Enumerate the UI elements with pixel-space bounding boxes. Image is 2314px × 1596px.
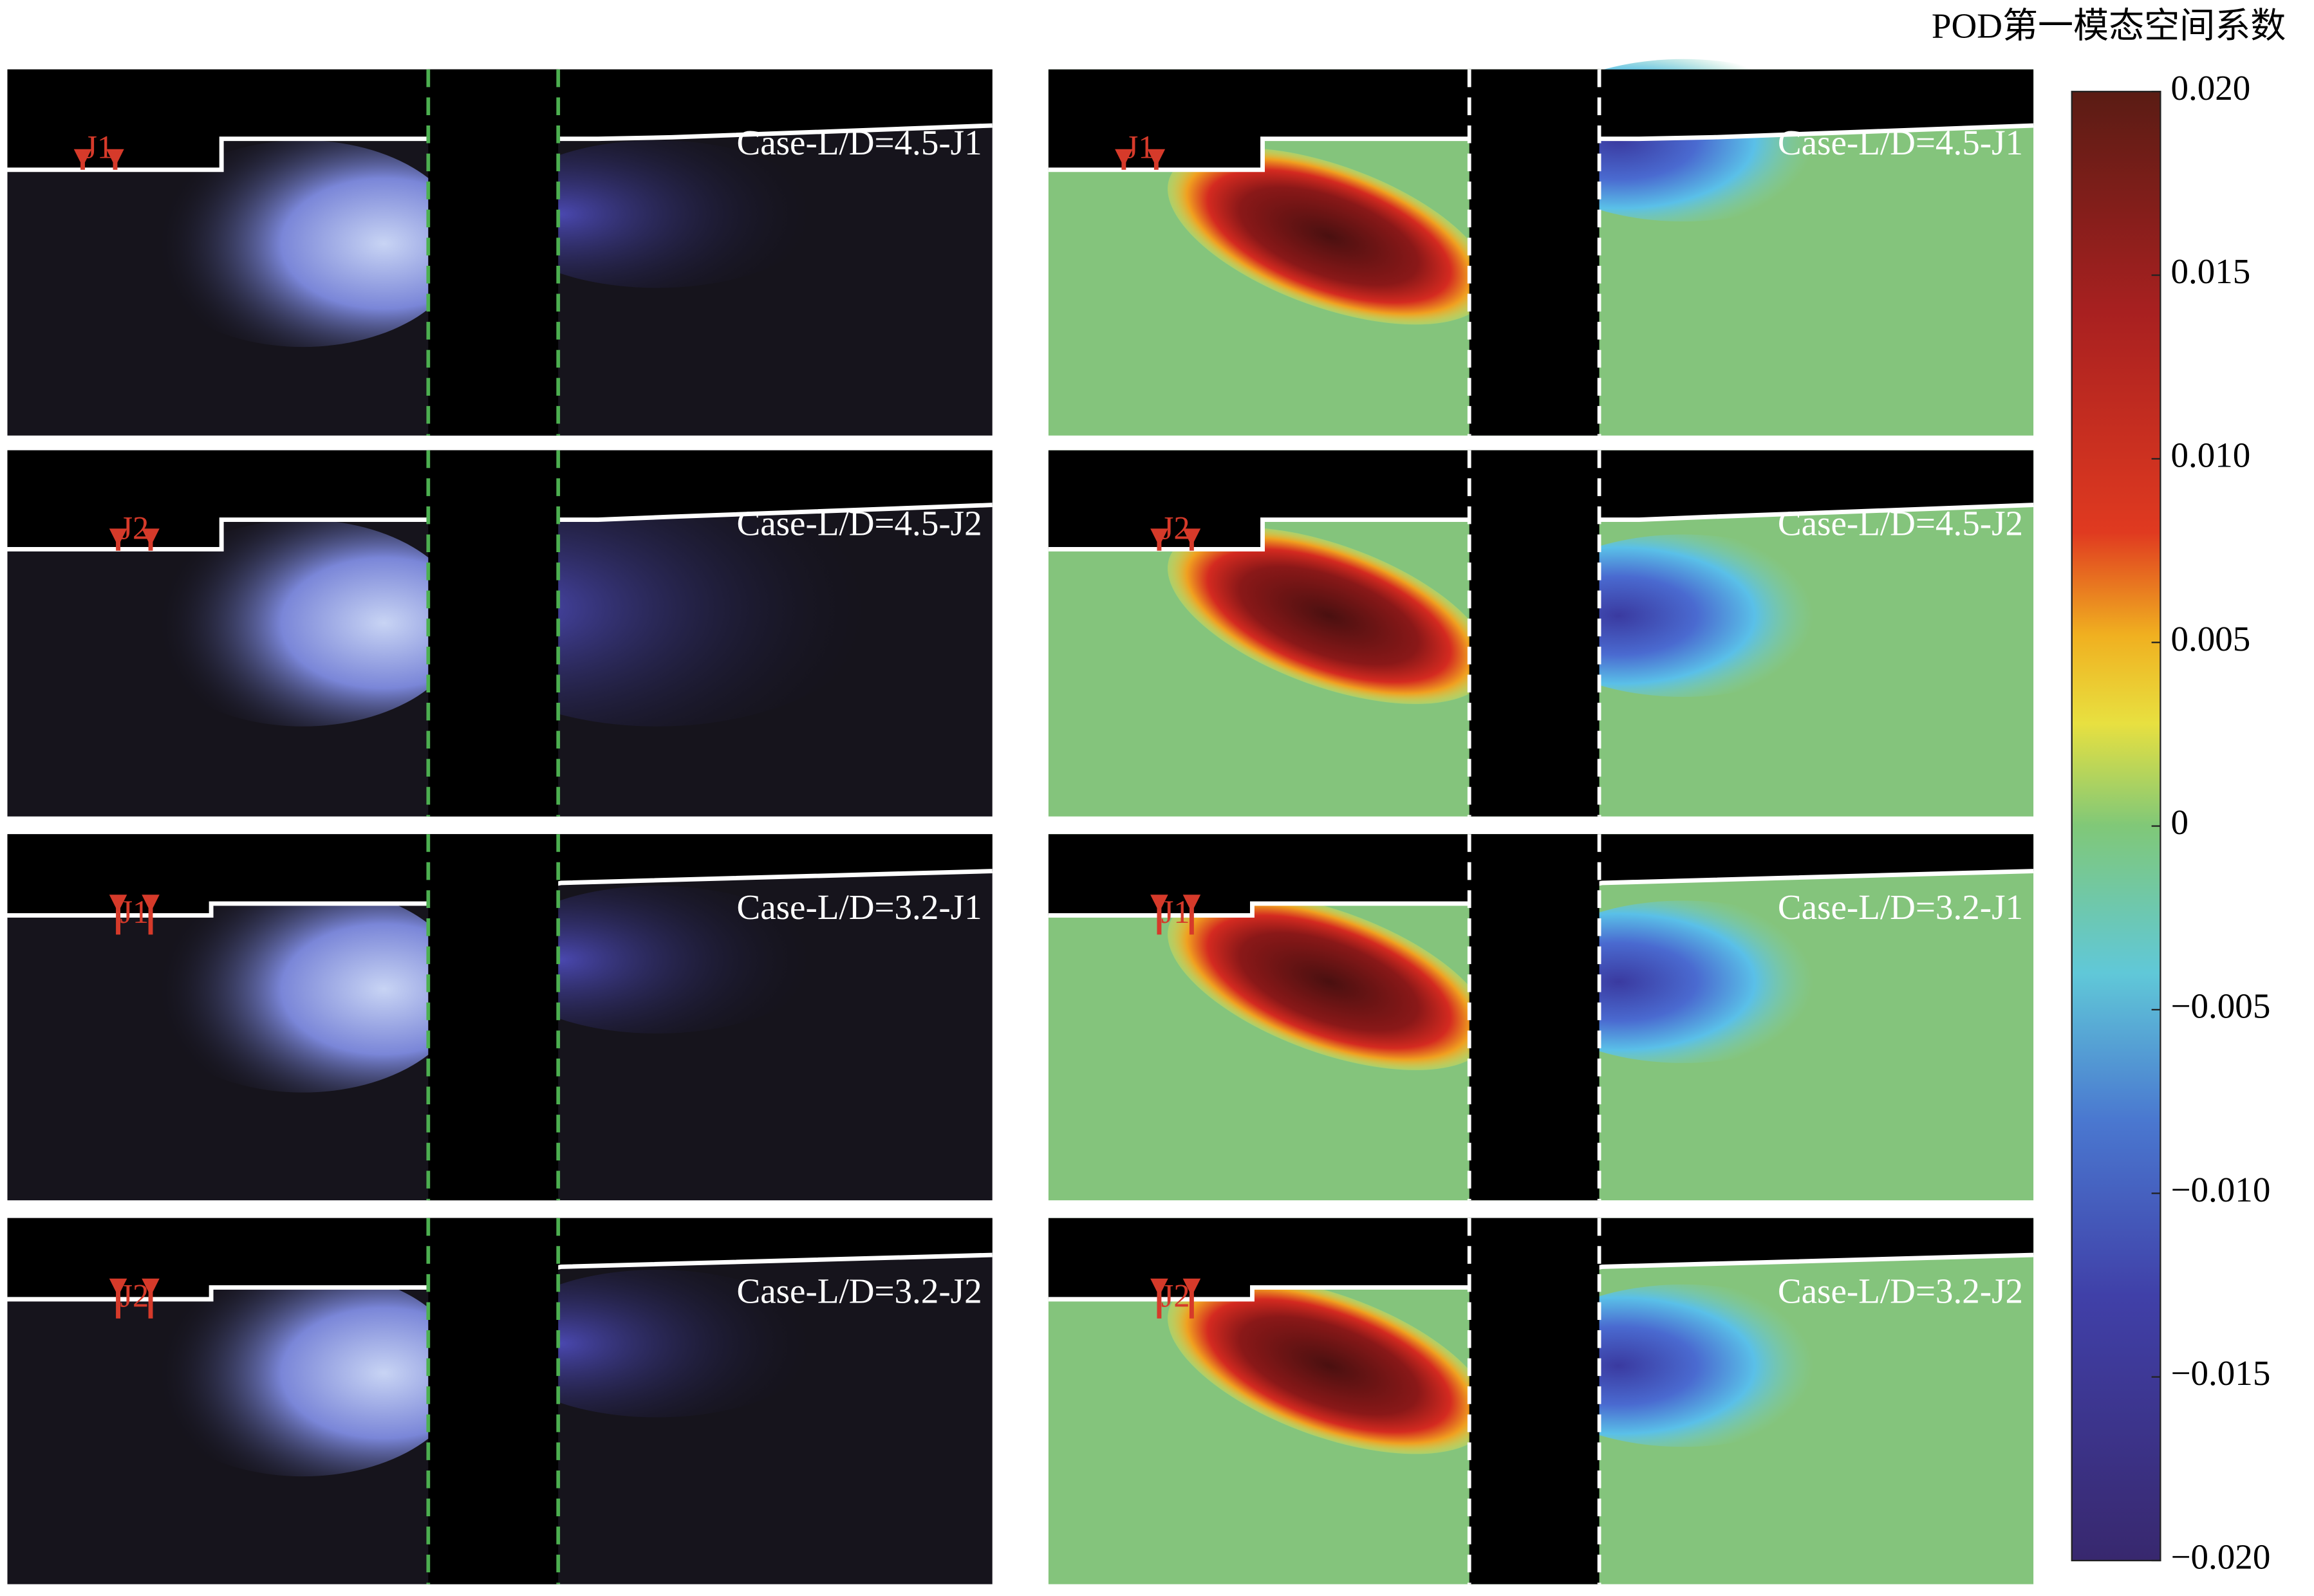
jet-label: J2: [120, 510, 149, 546]
plume: [494, 886, 820, 1034]
colorbar-tick-label: 0: [2170, 803, 2188, 842]
colorbar-tick-label: 0.010: [2170, 436, 2250, 475]
jet-arrow-head: [1115, 149, 1133, 167]
jet-arrow-head: [142, 528, 160, 546]
mode-positive: [1168, 147, 1491, 325]
colorbar-tick-label: 0.015: [2170, 252, 2250, 291]
wall-edge: [1048, 123, 2034, 172]
colorbar-tick-label: −0.020: [2170, 1537, 2270, 1577]
jet-arrow-head: [109, 895, 127, 913]
jet-arrow-head: [1182, 528, 1201, 546]
wall-edge: [1048, 869, 2034, 918]
case-label: Case-L/D=3.2-J2: [737, 1272, 982, 1311]
wall-edge: [1048, 1252, 2034, 1302]
jet-arrow-head: [1150, 1278, 1168, 1297]
cavity: [1469, 450, 1600, 817]
mode-positive: [1168, 893, 1491, 1070]
panel: Case-L/D=4.5-J2 J2: [1048, 450, 2034, 817]
jet-arrow-head: [142, 1278, 160, 1297]
mode-positive: [1168, 527, 1491, 704]
jet-label: J1: [120, 894, 149, 930]
plume: [140, 886, 465, 1093]
wall-edge: [7, 123, 993, 172]
cavity: [1469, 69, 1600, 436]
case-label: Case-L/D=4.5-J1: [737, 123, 982, 162]
case-label: Case-L/D=4.5-J2: [737, 504, 982, 543]
wall-edge: [7, 869, 993, 918]
jet-arrow-head: [142, 895, 160, 913]
jet-label: J1: [1126, 129, 1155, 165]
case-label: Case-L/D=4.5-J1: [1778, 123, 2023, 162]
colorbar-tick-label: −0.010: [2170, 1170, 2270, 1209]
panel: Case-L/D=3.2-J1 J1: [7, 834, 993, 1201]
jet-label: J2: [120, 1277, 149, 1313]
colorbar-tick-label: −0.005: [2170, 987, 2270, 1026]
jet-label: J2: [1161, 1277, 1190, 1313]
wall-edge: [1048, 503, 2034, 552]
mode-positive: [1168, 1277, 1491, 1454]
jet-arrow-head: [73, 149, 92, 167]
colorbar-tick-label: −0.015: [2170, 1353, 2270, 1393]
wall-edge: [7, 1252, 993, 1302]
wall-edge: [7, 503, 993, 552]
colorbar-title: POD第一模态空间系数: [1932, 6, 2286, 46]
jet-label: J1: [1161, 894, 1190, 930]
colorbar-tick-label: 0.005: [2170, 619, 2250, 658]
panel: Case-L/D=4.5-J2 J2: [7, 450, 993, 817]
mode-negative: [1521, 534, 1846, 697]
jet-arrow-head: [1150, 895, 1168, 913]
plume: [140, 519, 465, 727]
colorbar: [2071, 91, 2161, 1562]
plume: [494, 140, 820, 288]
jet-arrow-head: [1147, 149, 1166, 167]
plume: [140, 140, 465, 348]
mode-negative: [1521, 1284, 1846, 1447]
jet-label: J1: [84, 129, 113, 165]
panel: Case-L/D=3.2-J2 J2: [7, 1218, 993, 1584]
cavity: [428, 1218, 559, 1584]
cavity: [428, 69, 559, 436]
jet-arrow-head: [1182, 1278, 1201, 1297]
case-label: Case-L/D=3.2-J1: [1778, 887, 2023, 927]
cavity: [428, 834, 559, 1201]
plume: [140, 1269, 465, 1477]
panel: Case-L/D=4.5-J1 J1: [7, 69, 993, 436]
cavity: [428, 450, 559, 817]
case-label: Case-L/D=3.2-J2: [1778, 1272, 2023, 1311]
jet-arrow-head: [106, 149, 124, 167]
plume: [494, 1269, 820, 1418]
colorbar-tick-label: 0.020: [2170, 68, 2250, 107]
jet-arrow-head: [109, 1278, 127, 1297]
cavity: [1469, 834, 1600, 1201]
jet-arrow-head: [1150, 528, 1168, 546]
panel: Case-L/D=4.5-J1 J1: [1048, 59, 2034, 436]
panel: Case-L/D=3.2-J1 J1: [1048, 834, 2034, 1201]
cavity: [1469, 1218, 1600, 1584]
jet-arrow-head: [109, 528, 127, 546]
jet-label: J2: [1161, 510, 1190, 546]
mode-negative: [1521, 900, 1846, 1063]
jet-arrow-head: [1182, 895, 1201, 913]
case-label: Case-L/D=3.2-J1: [737, 887, 982, 927]
case-label: Case-L/D=4.5-J2: [1778, 504, 2023, 543]
panel: Case-L/D=3.2-J2 J2: [1048, 1218, 2034, 1584]
